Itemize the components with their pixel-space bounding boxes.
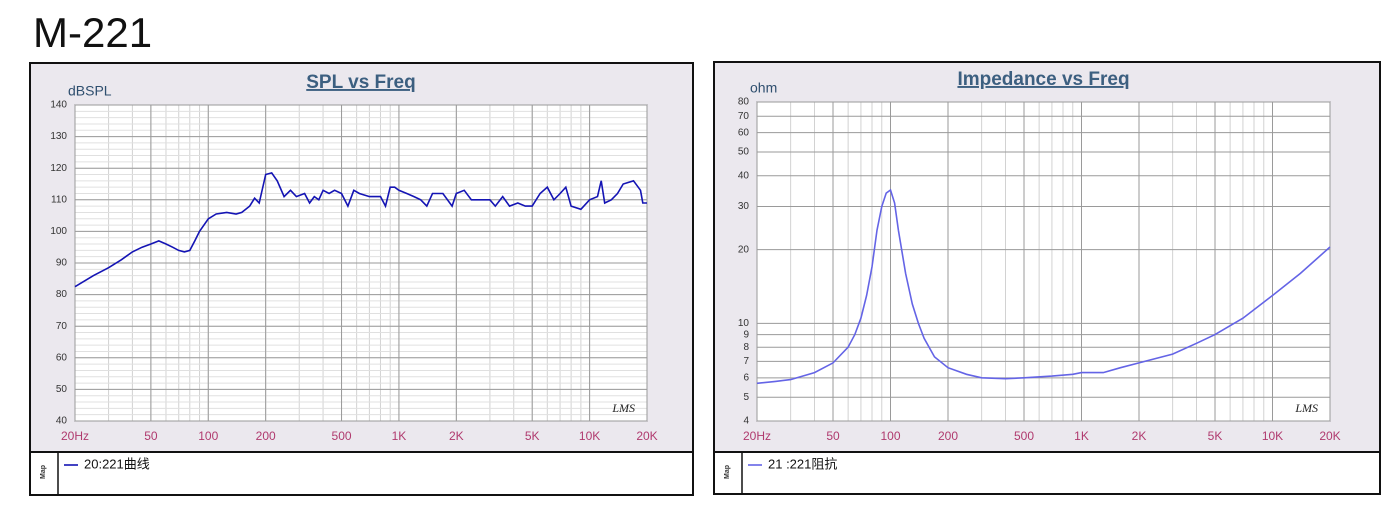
watermark: LMS: [611, 401, 635, 415]
x-tick-label: 20K: [636, 429, 657, 443]
y-tick-label: 80: [56, 289, 68, 300]
y-tick-label: 70: [738, 111, 750, 122]
y-tick-label: 90: [56, 258, 68, 269]
legend-tab: Map: [724, 465, 731, 479]
chart-panel: 20Hz 50 100 200 500 1K 2K 5K 10K 20K 40 50 60 70 80 90 1…: [29, 62, 694, 496]
y-tick-label: 40: [56, 416, 68, 427]
y-tick-label: 9: [743, 329, 749, 340]
y-tick-label: 120: [50, 163, 67, 174]
y-tick-label: 50: [56, 384, 68, 395]
y-tick-label: 140: [50, 100, 67, 111]
x-tick-label: 5K: [1208, 429, 1223, 443]
legend-label: 20:221曲线: [84, 456, 150, 471]
x-tick-label: 10K: [579, 429, 600, 443]
y-tick-label: 100: [50, 226, 67, 237]
y-tick-label: 30: [738, 201, 750, 212]
x-tick-label: 1K: [1074, 429, 1089, 443]
x-tick-label: 10K: [1262, 429, 1283, 443]
x-tick-label: 500: [1014, 429, 1034, 443]
x-tick-label: 1K: [392, 429, 407, 443]
y-tick-label: 110: [51, 194, 67, 205]
y-tick-label: 6: [743, 372, 749, 383]
y-axis-label: ohm: [750, 80, 777, 96]
x-tick-label: 50: [826, 429, 840, 443]
y-axis-label: dBSPL: [68, 83, 112, 99]
legend-box: [29, 451, 694, 496]
chart-title: SPL vs Freq: [306, 72, 415, 93]
x-tick-label: 20K: [1319, 429, 1340, 443]
x-tick-label: 50: [144, 429, 158, 443]
series-line: [74, 171, 647, 288]
y-tick-label: 5: [743, 392, 749, 403]
y-tick-label: 70: [56, 321, 68, 332]
legend-tab: Map: [40, 465, 47, 479]
y-tick-label: 80: [738, 97, 750, 108]
x-tick-label: 100: [880, 429, 900, 443]
series-line: [756, 188, 1331, 385]
page-title: M-221: [33, 9, 152, 56]
y-tick-label: 50: [738, 147, 750, 158]
y-tick-label: 40: [738, 170, 750, 181]
y-tick-label: 8: [743, 342, 749, 353]
y-tick-label: 20: [738, 244, 750, 255]
y-tick-label: 60: [56, 352, 68, 363]
watermark: LMS: [1294, 401, 1318, 415]
x-tick-label: 2K: [449, 429, 464, 443]
y-tick-label: 130: [50, 131, 67, 142]
x-tick-label: 2K: [1132, 429, 1147, 443]
x-tick-label: 20Hz: [61, 429, 89, 443]
legend-box: [713, 451, 1381, 495]
chart-panel: 20Hz 50 100 200 500 1K 2K 5K 10K 20K 4 5 6 7 8 910 20 30 4…: [713, 61, 1381, 495]
y-tick-label: 4: [743, 416, 749, 427]
x-tick-label: 500: [332, 429, 352, 443]
plot-area: [756, 101, 1331, 422]
y-tick-label: 7: [743, 356, 749, 367]
x-tick-label: 200: [256, 429, 276, 443]
x-tick-label: 5K: [525, 429, 540, 443]
x-tick-label: 200: [938, 429, 958, 443]
x-tick-label: 100: [198, 429, 218, 443]
legend-label: 21 :221阻抗: [768, 456, 837, 471]
y-tick-label: 60: [738, 127, 750, 138]
x-tick-label: 20Hz: [743, 429, 771, 443]
y-tick-label: 10: [738, 318, 750, 329]
chart-title: Impedance vs Freq: [957, 69, 1129, 90]
